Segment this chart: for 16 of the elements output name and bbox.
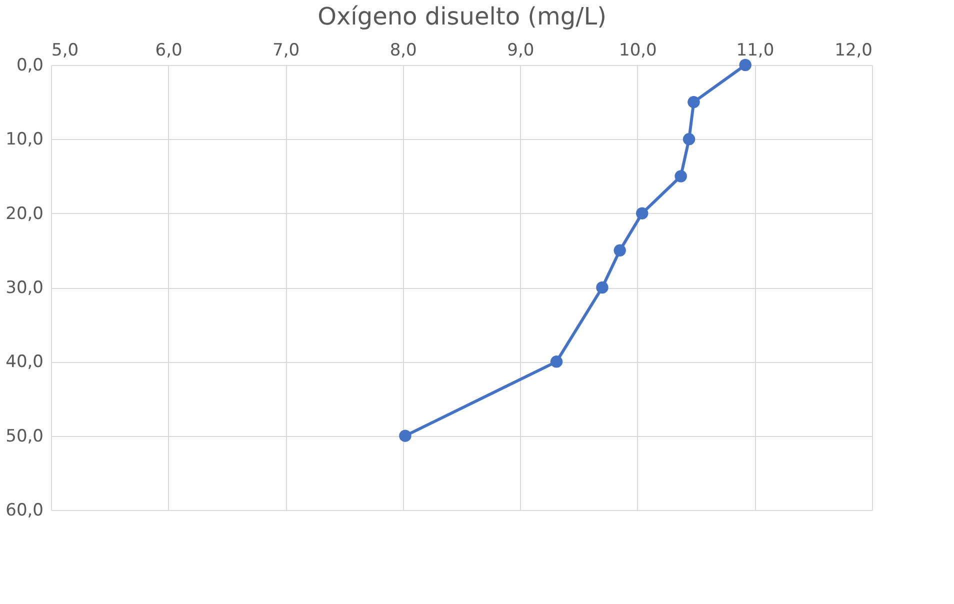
x-axis-title: Oxígeno disuelto (mg/L) [318, 2, 606, 30]
x-tick-label: 10,0 [619, 40, 657, 60]
y-tick-label: 20,0 [6, 204, 44, 224]
x-tick-label: 6,0 [155, 40, 182, 60]
x-tick-label: 7,0 [272, 40, 300, 60]
y-tick-label: 10,0 [6, 130, 44, 150]
x-tick-label: 9,0 [507, 40, 534, 60]
x-tick-label: 8,0 [390, 40, 417, 60]
y-tick-label: 30,0 [6, 278, 44, 298]
x-tick-label: 11,0 [736, 40, 774, 60]
y-tick-label: 0,0 [16, 56, 44, 76]
x-tick-label: 5,0 [52, 40, 79, 60]
y-tick-label: 40,0 [6, 352, 44, 372]
y-tick-label: 60,0 [6, 500, 44, 520]
x-tick-label: 12,0 [834, 40, 872, 60]
y-tick-label: 50,0 [6, 426, 44, 446]
